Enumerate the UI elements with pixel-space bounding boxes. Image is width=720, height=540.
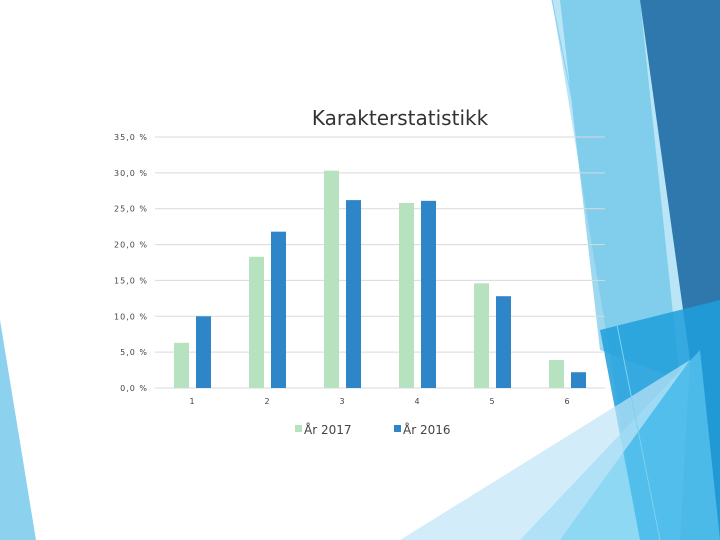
deco-left-shape [0, 320, 36, 540]
bar-series1-5 [474, 283, 489, 388]
legend-swatch [295, 425, 302, 432]
bar-series1-2 [249, 256, 264, 388]
y-axis: 0,0 % 5,0 % 10,0 % 15,0 % 20,0 % 25,0 % 30,0 %… [114, 133, 148, 393]
y-tick-label: 5,0 % [120, 348, 148, 357]
y-tick-label: 0,0 % [120, 384, 148, 393]
gridlines [155, 136, 605, 389]
bar-series2-3 [346, 200, 361, 388]
chart-title: Karakterstatistikk [312, 106, 489, 130]
legend-label: År 2017 [304, 422, 352, 437]
y-tick-label: 10,0 % [114, 312, 148, 321]
bar-series2-1 [196, 316, 211, 388]
deco-bottom-pale-shape [400, 360, 690, 540]
bar-series1-3 [324, 170, 339, 388]
y-tick-label: 20,0 % [114, 241, 148, 250]
bar-series2-4 [421, 200, 436, 388]
x-tick-label: 5 [489, 397, 495, 406]
y-tick-label: 25,0 % [114, 205, 148, 214]
bar-series1-6 [549, 360, 564, 388]
legend: År 2017 År 2016 [295, 422, 451, 437]
x-tick-label: 3 [339, 397, 345, 406]
bar-series1-4 [399, 202, 414, 388]
x-axis: 1 2 3 4 5 6 [189, 397, 570, 406]
x-tick-label: 1 [189, 397, 195, 406]
bar-series2-6 [571, 372, 586, 388]
legend-swatch [394, 425, 401, 432]
bar-series2-5 [496, 296, 511, 388]
x-tick-label: 2 [264, 397, 270, 406]
y-tick-label: 15,0 % [114, 276, 148, 285]
deco-line [551, 0, 661, 540]
y-tick-label: 30,0 % [114, 169, 148, 178]
x-tick-label: 4 [414, 397, 420, 406]
bars [174, 170, 586, 388]
y-tick-label: 35,0 % [114, 133, 148, 142]
deco-right-mid-shape [560, 0, 680, 380]
legend-label: År 2016 [403, 422, 451, 437]
bar-series1-1 [174, 342, 189, 388]
x-tick-label: 6 [564, 397, 570, 406]
bar-series2-2 [271, 231, 286, 388]
